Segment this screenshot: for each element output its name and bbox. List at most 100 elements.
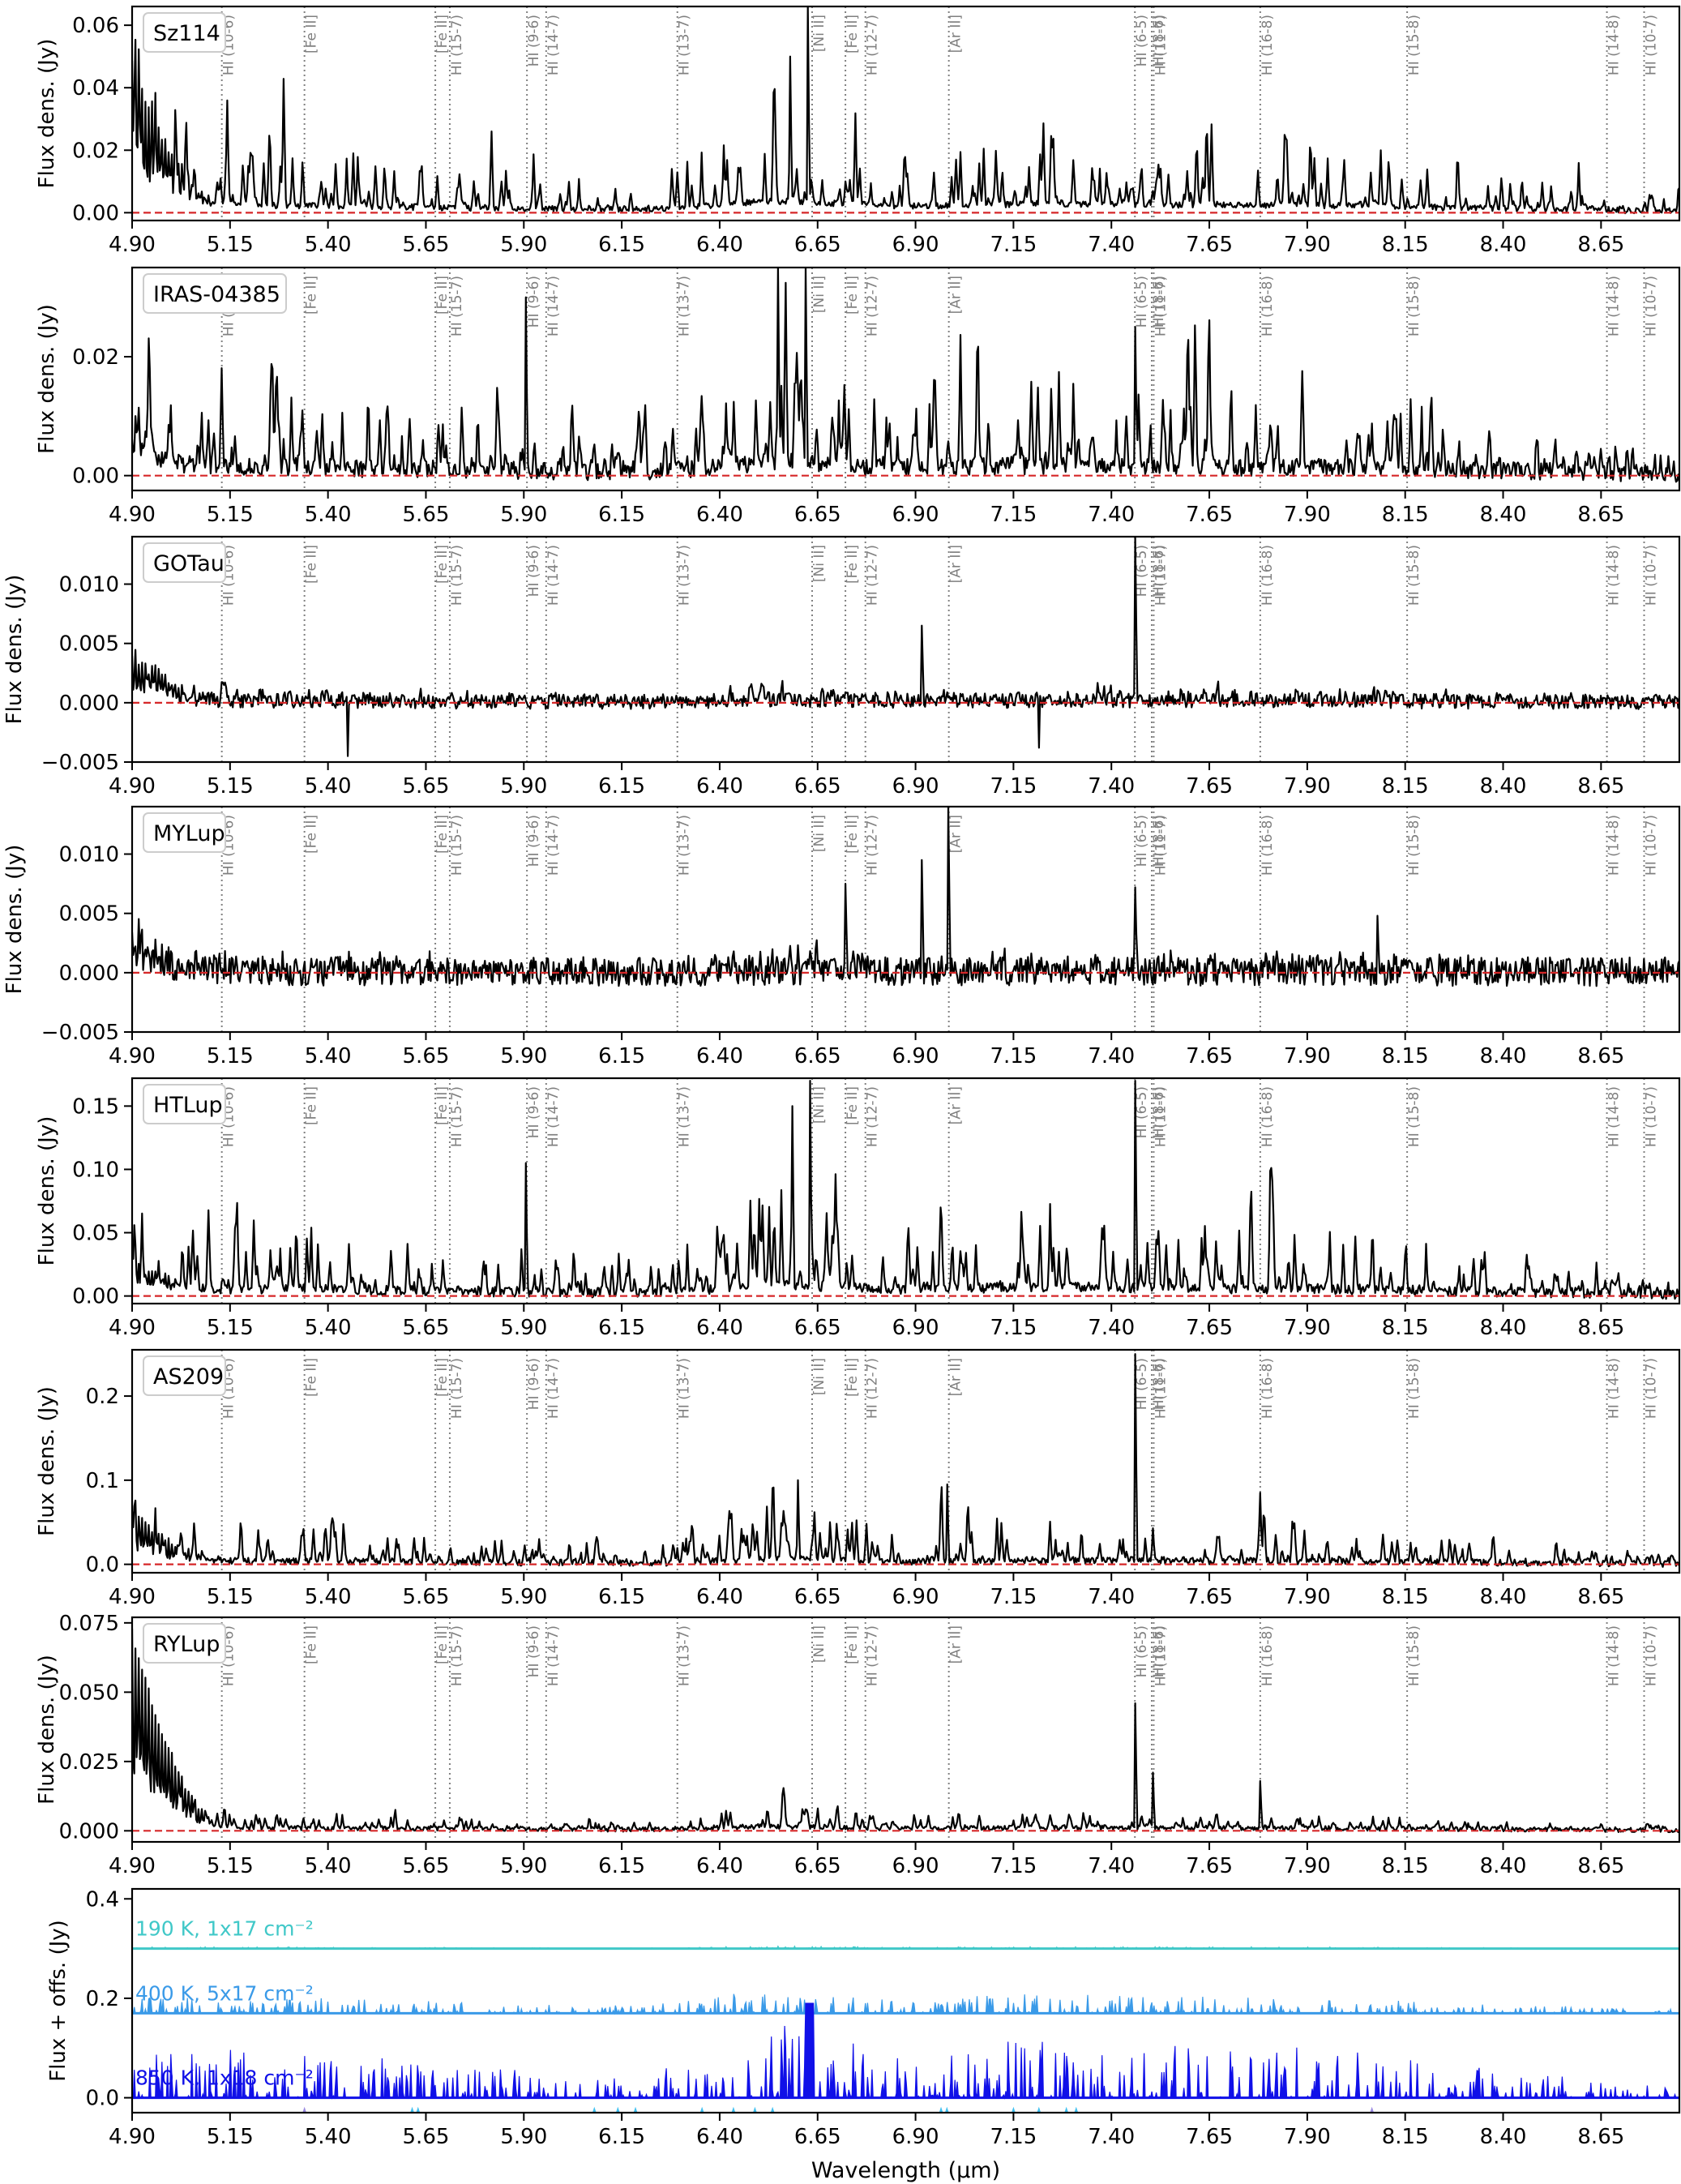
- line-id-label: HI (14-7): [545, 1358, 562, 1419]
- y-tick-label: 0.06: [72, 14, 119, 38]
- y-tick-label: 0.05: [72, 1222, 119, 1246]
- x-tick-label: 5.65: [403, 1585, 450, 1609]
- x-tick-label: 5.90: [500, 774, 547, 799]
- line-id-label: [Ni II]: [811, 276, 828, 313]
- x-tick-label: 4.90: [109, 774, 156, 799]
- line-id-label: [Ar II]: [948, 15, 965, 53]
- line-id-label: HI (14-8): [1606, 1625, 1623, 1686]
- line-id-label: HI (12-7): [865, 1358, 881, 1419]
- line-id-label: HI (10-7): [1644, 1358, 1660, 1419]
- x-tick-label: 8.15: [1382, 1316, 1429, 1340]
- line-id-label: HI (10-7): [1644, 815, 1660, 876]
- source-name: Sz114: [153, 21, 220, 46]
- line-id-label: HI (16-8): [1260, 276, 1276, 336]
- x-tick-label: 7.90: [1284, 503, 1331, 527]
- x-tick-label: 6.40: [696, 1854, 743, 1878]
- axes-frame: [130, 5, 1681, 222]
- line-id-label: HI (6-5): [1134, 1358, 1150, 1410]
- line-id-label: HI (14-8): [1606, 815, 1623, 876]
- line-id-label: HI (15-8): [1406, 815, 1422, 876]
- model-spectrum-2: [132, 2002, 1679, 2100]
- x-tick-label: 6.40: [696, 1585, 743, 1609]
- line-id-label: HI (16-8): [1260, 15, 1276, 75]
- y-axis-label: Flux dens. (Jy): [35, 304, 59, 454]
- x-tick-label: 5.65: [403, 503, 450, 527]
- x-tick-label: 5.40: [305, 774, 352, 799]
- x-tick-label: 5.90: [500, 503, 547, 527]
- x-tick-label: 5.40: [305, 1585, 352, 1609]
- x-tick-label: 7.15: [990, 774, 1037, 799]
- line-id-label: [Fe II]: [845, 15, 861, 54]
- x-tick-label: 6.15: [598, 1316, 645, 1340]
- line-id-label: [Fe II]: [304, 1086, 320, 1125]
- source-name: GOTau: [153, 551, 225, 576]
- line-id-label: HI (9-6): [526, 1086, 542, 1138]
- x-tick-label: 7.65: [1186, 774, 1233, 799]
- y-axis-label: Flux dens. (Jy): [35, 1655, 59, 1805]
- x-tick-label: 6.90: [892, 233, 939, 257]
- line-id-label: HI (11-7): [1153, 815, 1169, 876]
- panel-rylup: HI (10-6) [Fe II] [Fe II]HI (15-7) HI (9-6)…: [35, 1612, 1681, 1878]
- line-id-label: [Ar II]: [948, 815, 965, 853]
- line-id-label: HI (12-7): [865, 815, 881, 876]
- line-id-label: HI (13-7): [677, 1086, 693, 1147]
- line-id-label: [Fe II]: [304, 15, 320, 54]
- line-id-label: HI (11-7): [1153, 276, 1169, 336]
- x-tick-label: 6.40: [696, 1316, 743, 1340]
- model-spectrum-1: [132, 1993, 1679, 2015]
- molecule-star-marker: ★: [1067, 2104, 1085, 2128]
- line-id-label: HI (15-7): [449, 1086, 465, 1147]
- x-tick-label: 6.65: [794, 1044, 841, 1068]
- molecule-star-marker: ★: [1057, 2104, 1076, 2128]
- plot-area: HI (10-6)[Fe II][Fe II]HI (15-7)HI (9-6)…: [132, 6, 1679, 221]
- x-tick-label: 6.65: [794, 233, 841, 257]
- x-tick-label: 8.15: [1382, 503, 1429, 527]
- x-tick-label: 7.90: [1284, 233, 1331, 257]
- x-tick-label: 5.90: [500, 1316, 547, 1340]
- x-tick-label: 7.90: [1284, 774, 1331, 799]
- axes-frame: [130, 535, 1681, 764]
- line-id-label: [Fe II]: [845, 1358, 861, 1397]
- molecule-star-marker: ★: [764, 2104, 782, 2128]
- line-id-label: HI (13-7): [677, 276, 693, 336]
- line-id-label: HI (13-7): [677, 815, 693, 876]
- plot-area: HI (10-6)[Fe II][Fe II]HI (15-7)HI (9-6)…: [132, 1078, 1679, 1304]
- line-id-label: [Fe II]: [304, 545, 320, 584]
- x-tick-label: 7.90: [1284, 2125, 1331, 2149]
- line-id-label: HI (16-8): [1260, 1358, 1276, 1419]
- panel-mylup: HI (10-6) [Fe II] [Fe II]HI (15-7) HI (9-6)…: [2, 805, 1681, 1068]
- axes-frame: [130, 1077, 1681, 1305]
- x-tick-label: 8.40: [1480, 1585, 1527, 1609]
- line-id-label: HI (14-7): [545, 545, 562, 606]
- x-tick-label: 5.15: [207, 774, 254, 799]
- line-id-label: HI (10-7): [1644, 276, 1660, 336]
- x-tick-label: 8.15: [1382, 1585, 1429, 1609]
- x-tick-label: 5.15: [207, 1854, 254, 1878]
- x-tick-label: 5.65: [403, 1316, 450, 1340]
- x-tick-label: 5.15: [207, 503, 254, 527]
- line-id-label: HI (15-7): [449, 15, 465, 75]
- y-tick-label: 0.000: [59, 961, 119, 986]
- molecule-star-marker: ★: [609, 2104, 627, 2128]
- line-id-label: HI (14-7): [545, 1086, 562, 1147]
- y-tick-label: 0.000: [59, 692, 119, 716]
- model-label: 190 K, 1x17 cm⁻²: [135, 1917, 314, 1941]
- x-tick-label: 5.65: [403, 233, 450, 257]
- line-id-label: HI (11-7): [1153, 15, 1169, 75]
- source-legend-box: [143, 1355, 226, 1396]
- source-legend-box: [143, 12, 226, 53]
- x-tick-label: 8.65: [1577, 1044, 1624, 1068]
- x-tick-label: 5.40: [305, 1316, 352, 1340]
- line-id-label: [Ni II]: [811, 15, 828, 52]
- x-tick-label: 7.15: [990, 1854, 1037, 1878]
- line-id-label: [Fe II]: [434, 276, 451, 315]
- line-id-label: [Ni II]: [811, 1086, 828, 1124]
- y-tick-label: 0.02: [72, 139, 119, 163]
- line-id-label: [Ar II]: [948, 276, 965, 314]
- line-id-label: HI (6-5): [1134, 1625, 1150, 1677]
- molecule-star-marker: ★: [295, 2104, 314, 2128]
- x-tick-label: 8.65: [1577, 774, 1624, 799]
- x-tick-label: 6.65: [794, 1854, 841, 1878]
- y-tick-label: 0.2: [86, 1385, 119, 1409]
